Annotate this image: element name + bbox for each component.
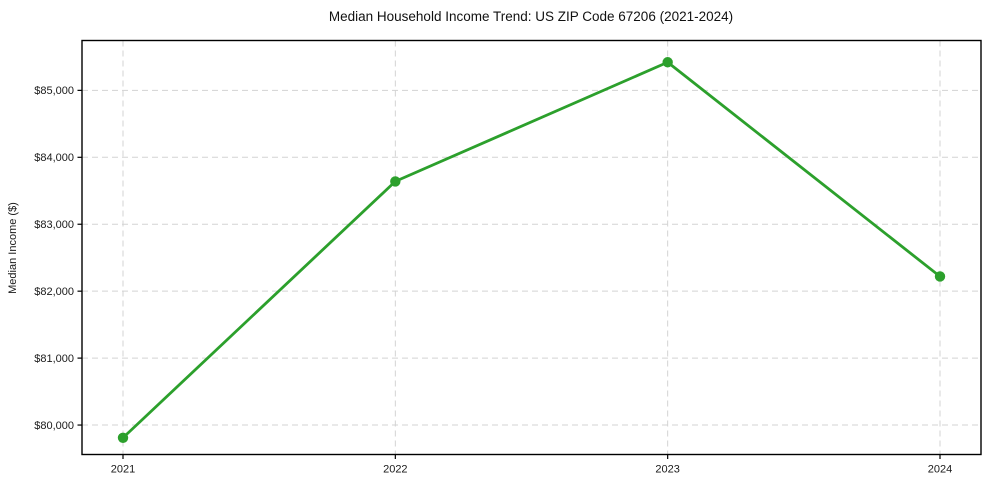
y-tick-label: $85,000 [34, 85, 74, 97]
grid-layer [82, 40, 981, 455]
data-point-2024 [934, 271, 946, 282]
axis-layer: $80,000 $81,000 $82,000 $83,000 $84,000 $85,0… [34, 85, 952, 475]
data-point-2021 [117, 432, 129, 443]
x-tick-label: 2022 [383, 464, 407, 476]
data-layer [117, 57, 946, 443]
chart-title: Median Household Income Trend: US ZIP Co… [329, 9, 733, 24]
plot-border [81, 39, 982, 456]
trend-line [121, 60, 942, 440]
y-tick-label: $81,000 [34, 353, 74, 365]
y-tick-label: $84,000 [34, 152, 74, 164]
data-point-2022 [390, 176, 401, 187]
y-tick-label: $82,000 [34, 286, 74, 298]
y-tick-label: $83,000 [34, 219, 74, 231]
x-tick-label: 2023 [655, 464, 679, 476]
data-point-2023 [662, 57, 673, 68]
y-tick-label: $80,000 [34, 420, 74, 432]
x-tick-label: 2021 [111, 464, 135, 476]
x-tick-label: 2024 [928, 464, 952, 476]
y-axis-label: Median Income ($) [7, 202, 19, 294]
